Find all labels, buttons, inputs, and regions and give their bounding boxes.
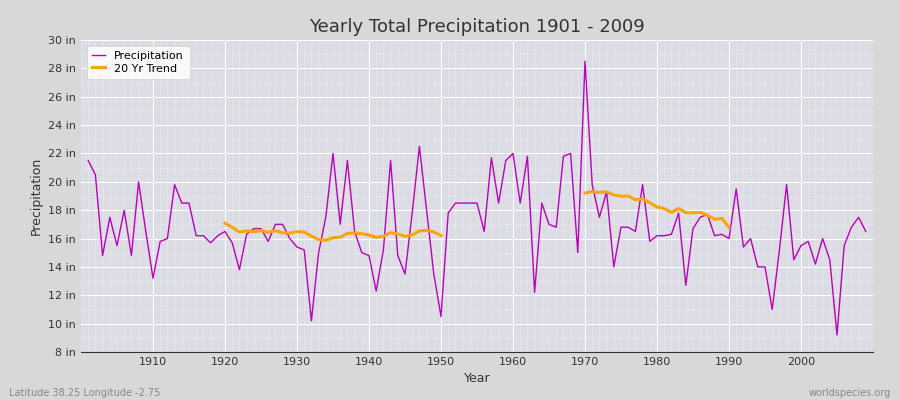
20 Yr Trend bbox=[306, 234, 317, 238]
Precipitation bbox=[83, 158, 94, 163]
Line: Precipitation: Precipitation bbox=[88, 61, 866, 335]
20 Yr Trend bbox=[421, 228, 432, 233]
20 Yr Trend bbox=[378, 234, 389, 239]
20 Yr Trend bbox=[277, 230, 288, 235]
20 Yr Trend bbox=[320, 238, 331, 243]
X-axis label: Year: Year bbox=[464, 372, 490, 386]
20 Yr Trend bbox=[299, 230, 310, 234]
20 Yr Trend bbox=[248, 229, 259, 234]
Text: Latitude 38.25 Longitude -2.75: Latitude 38.25 Longitude -2.75 bbox=[9, 388, 160, 398]
20 Yr Trend bbox=[292, 229, 302, 234]
20 Yr Trend bbox=[436, 233, 446, 238]
Precipitation bbox=[860, 229, 871, 234]
Precipitation bbox=[832, 332, 842, 337]
20 Yr Trend bbox=[328, 235, 338, 240]
20 Yr Trend bbox=[356, 231, 367, 236]
20 Yr Trend bbox=[263, 230, 274, 235]
Precipitation bbox=[580, 59, 590, 64]
20 Yr Trend bbox=[428, 230, 439, 234]
Precipitation bbox=[342, 158, 353, 163]
20 Yr Trend bbox=[227, 225, 238, 230]
20 Yr Trend bbox=[256, 228, 266, 233]
Legend: Precipitation, 20 Yr Trend: Precipitation, 20 Yr Trend bbox=[86, 46, 190, 79]
20 Yr Trend bbox=[371, 235, 382, 240]
20 Yr Trend bbox=[284, 231, 295, 236]
Precipitation bbox=[299, 248, 310, 252]
20 Yr Trend bbox=[364, 232, 374, 237]
Title: Yearly Total Precipitation 1901 - 2009: Yearly Total Precipitation 1901 - 2009 bbox=[309, 18, 645, 36]
20 Yr Trend bbox=[407, 232, 418, 237]
20 Yr Trend bbox=[400, 234, 410, 239]
20 Yr Trend bbox=[220, 221, 230, 226]
20 Yr Trend bbox=[392, 232, 403, 236]
Precipitation bbox=[140, 229, 151, 234]
20 Yr Trend bbox=[313, 237, 324, 242]
20 Yr Trend bbox=[342, 231, 353, 236]
Precipitation bbox=[500, 158, 511, 163]
20 Yr Trend bbox=[270, 228, 281, 233]
Line: 20 Yr Trend: 20 Yr Trend bbox=[225, 223, 441, 240]
Y-axis label: Precipitation: Precipitation bbox=[30, 157, 42, 235]
Precipitation bbox=[508, 151, 518, 156]
20 Yr Trend bbox=[385, 230, 396, 235]
20 Yr Trend bbox=[241, 228, 252, 233]
20 Yr Trend bbox=[414, 228, 425, 233]
Precipitation bbox=[601, 189, 612, 194]
20 Yr Trend bbox=[349, 230, 360, 235]
Text: worldspecies.org: worldspecies.org bbox=[809, 388, 891, 398]
20 Yr Trend bbox=[234, 230, 245, 234]
20 Yr Trend bbox=[335, 235, 346, 240]
